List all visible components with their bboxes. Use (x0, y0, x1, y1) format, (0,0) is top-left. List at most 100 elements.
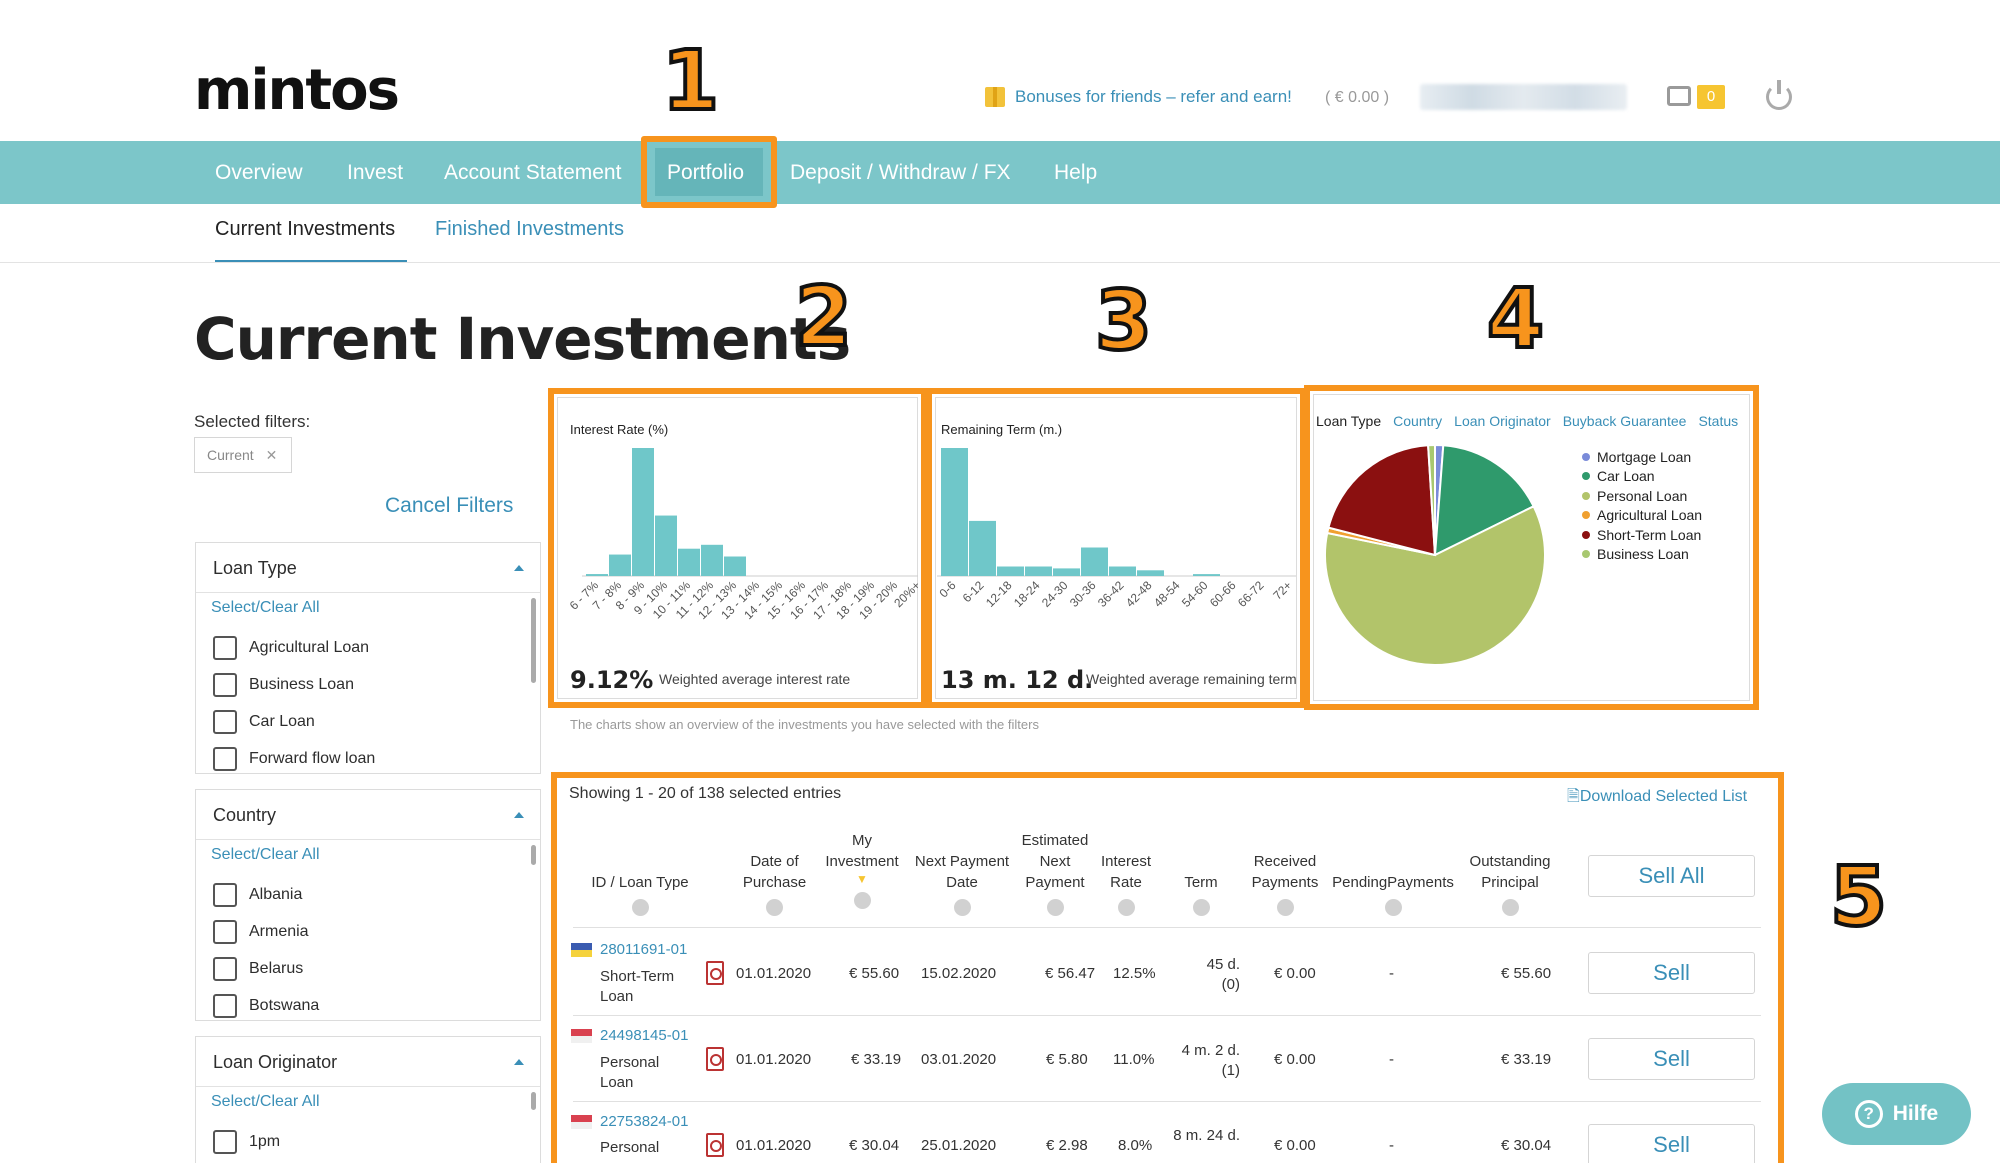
loan-id-link[interactable]: 24498145-01 (600, 1027, 689, 1044)
scrollbar[interactable] (531, 845, 536, 865)
checkbox[interactable] (213, 635, 237, 660)
legend-item[interactable]: Car Loan (1582, 467, 1702, 487)
info-icon[interactable] (1192, 899, 1210, 916)
option-belarus[interactable]: Belarus (196, 950, 540, 987)
col-outstanding-principal[interactable]: Outstanding Principal (1459, 851, 1561, 916)
mintos-logo[interactable]: mintos (194, 58, 400, 123)
pdf-icon[interactable] (706, 961, 724, 985)
sell-button[interactable]: Sell (1588, 1124, 1755, 1163)
legend-item[interactable]: Agricultural Loan (1582, 506, 1702, 526)
tab-country[interactable]: Country (1393, 413, 1443, 429)
col-investment[interactable]: My Investment ▼ (812, 830, 912, 909)
checkbox[interactable] (213, 993, 237, 1018)
tab-finished-investments[interactable]: Finished Investments (435, 218, 624, 240)
filter-loan-type: Loan Type Select/Clear All Agricultural … (195, 542, 541, 774)
cancel-filters-link[interactable]: Cancel Filters (385, 494, 514, 517)
nav-deposit-withdraw[interactable]: Deposit / Withdraw / FX (790, 161, 1011, 184)
tab-loan-originator[interactable]: Loan Originator (1454, 413, 1551, 429)
option-business-loan[interactable]: Business Loan (196, 666, 540, 703)
col-term[interactable]: Term (1171, 872, 1231, 916)
info-icon[interactable] (631, 899, 649, 916)
legend-item[interactable]: Mortgage Loan (1582, 447, 1702, 467)
nav-help[interactable]: Help (1054, 161, 1098, 184)
filter-chip-current[interactable]: Current ✕ (194, 437, 292, 473)
chip-label: Current (207, 447, 254, 463)
checkbox[interactable] (213, 956, 237, 981)
blurred-username[interactable] (1420, 84, 1627, 110)
legend-item[interactable]: Short-Term Loan (1582, 525, 1702, 545)
checkbox[interactable] (213, 709, 237, 734)
tab-loan-type[interactable]: Loan Type (1316, 413, 1382, 429)
option-car-loan[interactable]: Car Loan (196, 703, 540, 740)
nav-account-statement[interactable]: Account Statement (444, 161, 622, 184)
chevron-up-icon[interactable] (514, 565, 524, 571)
bonus-link[interactable]: Bonuses for friends – refer and earn! (985, 87, 1292, 107)
info-icon[interactable] (1046, 899, 1064, 916)
sell-button[interactable]: Sell (1588, 1038, 1755, 1080)
info-icon[interactable] (853, 892, 871, 909)
option-agricultural-loan[interactable]: Agricultural Loan (196, 629, 540, 666)
chevron-up-icon[interactable] (514, 1059, 524, 1065)
col-pending-payments[interactable]: PendingPayments (1327, 872, 1459, 916)
close-icon[interactable]: ✕ (265, 447, 278, 463)
col-next-payment-date[interactable]: Next Payment Date (907, 851, 1017, 916)
col-interest-rate[interactable]: Interest Rate (1090, 851, 1162, 916)
filter-originator-header[interactable]: Loan Originator (196, 1037, 540, 1087)
loan-id-link[interactable]: 28011691-01 (600, 941, 688, 958)
select-clear-all[interactable]: Select/Clear All (211, 1093, 320, 1110)
option-armenia[interactable]: Armenia (196, 913, 540, 950)
loan-id-link[interactable]: 22753824-01 (600, 1113, 689, 1130)
info-icon[interactable] (1276, 899, 1294, 916)
select-clear-all[interactable]: Select/Clear All (211, 846, 320, 863)
nav-invest[interactable]: Invest (347, 161, 404, 184)
filter-country-header[interactable]: Country (196, 790, 540, 840)
legend-item[interactable]: Business Loan (1582, 545, 1702, 565)
tab-current-investments[interactable]: Current Investments (215, 218, 396, 240)
select-clear-all[interactable]: Select/Clear All (211, 599, 320, 616)
download-list-link[interactable]: 🗎Download Selected List (1567, 785, 1747, 812)
col-estimated-next-payment[interactable]: Estimated Next Payment (1010, 830, 1100, 916)
scrollbar[interactable] (531, 1092, 536, 1110)
nav-portfolio[interactable]: Portfolio (667, 161, 745, 184)
sell-all-button[interactable]: Sell All (1588, 855, 1755, 897)
tab-buyback-guarantee[interactable]: Buyback Guarantee (1562, 413, 1687, 429)
legend-item[interactable]: Personal Loan (1582, 486, 1702, 506)
annotation-box-2 (548, 388, 927, 708)
checkbox[interactable] (213, 882, 237, 907)
purchase-date: 01.01.2020 (736, 1051, 812, 1068)
row-divider (573, 927, 1761, 928)
info-icon[interactable] (1384, 899, 1402, 916)
option-albania[interactable]: Albania (196, 876, 540, 913)
help-button[interactable]: ? Hilfe (1822, 1083, 1971, 1145)
pdf-icon[interactable] (706, 1047, 724, 1071)
checkbox[interactable] (213, 746, 237, 771)
col-label: Interest Rate (1100, 853, 1152, 891)
info-icon[interactable] (1501, 899, 1519, 916)
info-icon[interactable] (953, 899, 971, 916)
sell-button[interactable]: Sell (1588, 952, 1755, 994)
briefcase-icon[interactable] (1667, 86, 1691, 106)
col-received-payments[interactable]: Received Payments (1240, 851, 1330, 916)
checkbox[interactable] (213, 672, 237, 697)
filter-title: Loan Type (213, 558, 297, 578)
option-label: Armenia (249, 922, 309, 940)
info-icon[interactable] (1117, 899, 1135, 916)
my-investment: € 33.19 (851, 1051, 902, 1068)
nav-overview[interactable]: Overview (215, 161, 303, 184)
scrollbar[interactable] (531, 598, 536, 683)
filter-loan-type-header[interactable]: Loan Type (196, 543, 540, 593)
option-forward-flow-loan[interactable]: Forward flow loan (196, 740, 540, 773)
power-icon[interactable] (1766, 80, 1792, 110)
pdf-icon[interactable] (706, 1133, 724, 1157)
option-1pm[interactable]: 1pm (196, 1123, 540, 1160)
checkbox[interactable] (213, 1129, 237, 1154)
col-id[interactable]: ID / Loan Type (580, 872, 700, 916)
info-icon[interactable] (766, 899, 783, 916)
tab-status[interactable]: Status (1698, 413, 1739, 429)
option-botswana[interactable]: Botswana (196, 987, 540, 1020)
col-date[interactable]: Date of Purchase (722, 851, 827, 916)
checkbox[interactable] (213, 919, 237, 944)
sort-down-icon[interactable]: ▼ (856, 872, 868, 886)
row-divider (573, 1015, 1761, 1016)
chevron-up-icon[interactable] (514, 812, 524, 818)
